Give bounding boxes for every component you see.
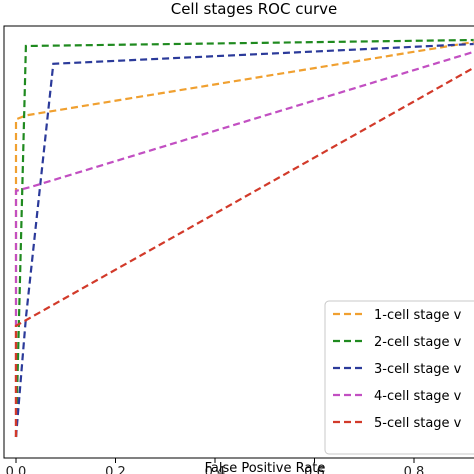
x-axis-label: False Positive Rate [205,461,326,474]
x-tick-label: 0.8 [404,465,425,474]
series-line-3 [14,42,474,438]
legend-item: 3-cell stage v [333,362,462,377]
legend-item: 5-cell stage v [333,416,462,431]
legend-label: 4-cell stage v [374,389,462,404]
x-tick-label: 0.0 [6,465,27,474]
legend-label: 2-cell stage v [374,335,462,350]
x-axis-ticks: 0.0 0.2 0.4 0.6 0.8 [6,458,425,474]
x-tick-label: 0.6 [304,465,325,474]
legend-item: 2-cell stage v [333,335,462,350]
legend-label: 3-cell stage v [374,362,462,377]
series-lines [14,38,474,438]
plot-area [3,25,474,459]
legend-item: 1-cell stage v [333,308,462,323]
series-line-2 [14,38,474,438]
x-tick-label: 0.4 [205,465,226,474]
series-line-4 [14,50,474,437]
x-tick-label: 0.2 [105,465,126,474]
legend-item: 4-cell stage v [333,389,462,404]
legend: 1-cell stage v 2-cell stage v 3-cell stage… [324,300,474,455]
series-line-5 [14,66,474,437]
chart-title: Cell stages ROC curve [171,0,338,18]
legend-label: 1-cell stage v [374,308,462,323]
legend-label: 5-cell stage v [374,416,462,431]
legend-box [324,300,474,455]
